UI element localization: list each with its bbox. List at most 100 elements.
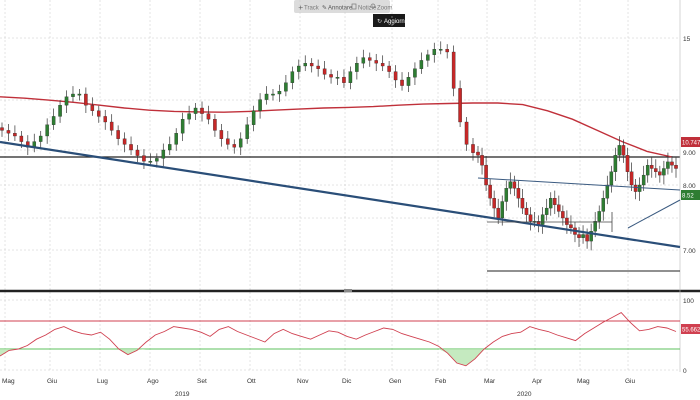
candles-layer [0,41,678,251]
candle-body [277,91,282,95]
y-tick-label: 15 [683,36,691,43]
candle-body [258,99,262,111]
candle-body [45,124,49,137]
candle-body [380,63,385,67]
zoom-icon [370,3,376,9]
candle-body [488,184,492,199]
candle-body [445,49,449,53]
candle-body [84,93,88,106]
x-tick-label: Ago [147,378,159,385]
candle-body [666,161,670,169]
candle-body [368,57,372,61]
y-tick-label: 0 [683,368,687,375]
candle-body [512,181,517,189]
year-label: 2020 [517,391,532,398]
moving-average-value-label-bg [681,137,700,147]
candle-body [316,65,320,69]
candle-body [329,74,333,78]
y-tick-label: 7.00 [683,248,696,255]
candle-body [641,174,646,186]
candle-body [633,184,638,192]
candle-body [97,110,101,117]
candle-body [629,171,634,186]
candle-body [116,130,120,139]
news-button[interactable]: Notizie [351,3,377,12]
candle-body [6,130,11,134]
chart-toolbar: + Track ✎ Annotare Notizie Zoom ↻ Aggior… [294,0,405,27]
candle-body [480,155,484,166]
candle-body [103,116,107,123]
x-tick-label: Gen [389,378,402,385]
track-button[interactable]: + Track [298,4,320,12]
annotate-button[interactable]: ✎ Annotare [322,5,353,12]
x-tick-label: Apr [532,378,543,385]
candle-body [161,149,166,159]
x-tick-label: Nov [297,378,309,385]
candle-body [504,188,509,202]
y-tick-label: 100 [683,298,694,305]
last-price-label: 8.52 [682,194,694,200]
x-tick-label: Dic [342,378,352,385]
candle-body [297,65,301,72]
candle-body [492,198,496,209]
candle-body [193,107,198,114]
candle-body [528,214,533,222]
candle-body [597,211,601,222]
candle-body [51,116,56,125]
news-label: Notizie [358,6,377,12]
x-tick-label: Lug [97,378,108,385]
refresh-icon: ↻ [377,18,382,25]
candle-body [496,207,500,219]
candle-body [71,93,75,97]
candle-body [585,234,589,242]
candle-body [406,77,411,86]
candle-body [593,221,597,232]
candle-body [561,211,565,219]
candle-body [226,138,230,145]
update-button[interactable]: ↻ Aggiorn [373,14,405,27]
candle-body [155,158,159,162]
candle-body [540,214,545,225]
candle-body [238,138,243,148]
candle-body [520,198,525,209]
candle-body [290,71,295,83]
candle-body [670,161,674,166]
candle-body [284,82,288,92]
last-price-label-bg [681,190,700,200]
moving-average-value-label: 10.747 [682,141,700,147]
update-label: Aggiorn [384,19,405,25]
candle-body [271,93,275,96]
candle-body [393,71,398,81]
candle-body [577,234,581,238]
candle-body [413,68,417,78]
candle-body [548,198,553,209]
candle-body [77,93,82,96]
x-tick-label: Giu [47,378,58,385]
candle-body [524,207,529,215]
candle-body [400,79,404,86]
gridlines [0,0,680,372]
candle-body [662,168,666,176]
candle-body [609,171,614,186]
candle-body [64,96,69,106]
candle-body [613,155,618,172]
candle-body [544,207,549,215]
panel-resize-handle[interactable] [344,289,352,292]
channel-lower-trendline [627,199,681,229]
x-tick-label: Mar [484,378,496,385]
rsi-line [0,312,677,367]
candle-body [348,71,353,83]
y-tick-label: 9.00 [683,150,696,157]
long-descending-trendline [0,140,681,249]
candle-body [569,224,573,229]
candle-body [484,165,488,186]
zoom-button[interactable]: Zoom [370,3,392,12]
candle-body [451,51,456,89]
candle-body [387,65,391,72]
rsi-layer [0,312,680,367]
candle-body [187,113,191,120]
candle-body [219,130,224,139]
x-tick-label: Feb [435,378,447,385]
channel-upper-trendline [477,177,681,191]
